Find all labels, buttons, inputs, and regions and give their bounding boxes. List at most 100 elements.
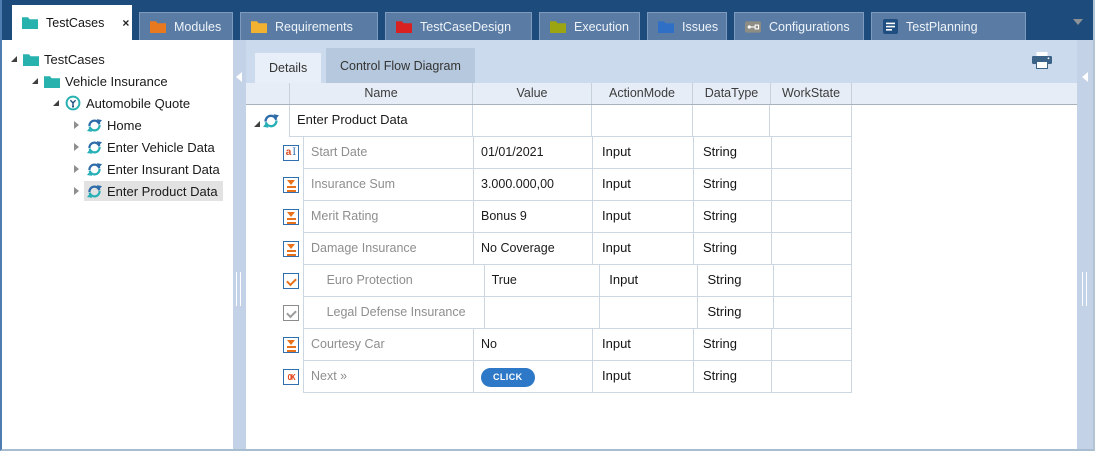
cell-actionmode: Input [593,361,694,392]
cell-actionmode [600,297,699,328]
tree-item-vehicle-insurance[interactable]: Vehicle Insurance [2,70,233,92]
cell-datatype: String [694,137,772,168]
table-row[interactable]: Insurance Sum 3.000.000,00 Input String [283,169,852,201]
column-header-actionmode[interactable]: ActionMode [592,83,693,104]
configurations-icon [745,19,761,35]
cell-workstate [774,297,851,328]
dropdown-icon [283,241,299,257]
cell-value: No [474,329,593,360]
tab-testplanning[interactable]: TestPlanning [871,12,1026,40]
table-row[interactable]: Next » CLICK Input String [283,361,852,393]
interaction-icon [65,95,81,111]
tree-item-testcases[interactable]: TestCases [2,48,233,70]
column-header-name[interactable]: Name [289,83,473,104]
tab-configurations[interactable]: Configurations [734,12,864,40]
cell-workstate [774,265,851,296]
collapse-icon[interactable] [71,186,82,197]
table-row[interactable]: Merit Rating Bonus 9 Input String [283,201,852,233]
tree-item-label: Enter Insurant Data [107,161,220,177]
tree-item-label: TestCases [44,51,105,67]
tree-item-label: Vehicle Insurance [65,73,168,89]
tab-testcasedesign[interactable]: TestCaseDesign [385,12,532,40]
tree-item-enter-product-data[interactable]: Enter Product Data [2,180,233,202]
ok-icon [283,369,299,385]
tab-label: TestCases [46,15,105,30]
printer-icon[interactable] [1031,51,1053,70]
tab-issues[interactable]: Issues [647,12,727,40]
tree-item-automobile-quote[interactable]: Automobile Quote [2,92,233,114]
column-header-value[interactable]: Value [473,83,592,104]
testplanning-icon [882,19,898,35]
table-row[interactable]: Start Date 01/01/2021 Input String [283,137,852,169]
testcase-refresh-icon [86,139,102,155]
table-row[interactable]: Legal Defense Insurance String [283,297,852,329]
cell-actionmode: Input [593,329,694,360]
cell-name: Start Date [304,137,474,168]
cell-value: Bonus 9 [474,201,593,232]
main-tabbar: TestCases × Modules Requirements TestCas… [2,0,1093,40]
tree-item-label: Automobile Quote [86,95,191,111]
cell-workstate [772,329,851,360]
table-group-row[interactable]: Enter Product Data [263,105,852,137]
collapse-arrow-icon[interactable] [1082,72,1088,82]
tab-overflow-icon[interactable] [1073,19,1083,25]
tab-execution[interactable]: Execution [539,12,640,40]
tree-item-enter-insurant-data[interactable]: Enter Insurant Data [2,158,233,180]
splitter-left[interactable] [233,40,246,449]
splitter-grip[interactable] [236,272,241,306]
tree-item-enter-vehicle-data[interactable]: Enter Vehicle Data [2,136,233,158]
expand-icon[interactable] [251,118,262,129]
tab-label: Requirements [275,19,353,34]
splitter-grip[interactable] [1082,272,1087,306]
cell-name: Merit Rating [304,201,474,232]
cell-workstate [770,105,851,136]
tab-details[interactable]: Details [255,53,322,83]
cell-workstate [772,233,851,264]
testcase-refresh-icon [263,113,279,129]
collapse-arrow-icon[interactable] [236,72,242,82]
tree-item-label: Enter Vehicle Data [107,139,215,155]
cell-value: 01/01/2021 [474,137,593,168]
tab-control-flow-diagram[interactable]: Control Flow Diagram [326,48,475,83]
tab-label: Execution [574,19,629,34]
folder-icon [550,19,566,35]
cell-datatype: String [698,265,775,296]
close-icon[interactable]: × [122,15,130,30]
cell-name: Next » [304,361,474,392]
cell-workstate [772,137,851,168]
column-header-datatype[interactable]: DataType [693,83,771,104]
collapse-icon[interactable] [71,142,82,153]
splitter-right[interactable] [1077,40,1093,449]
cell-datatype: String [694,233,772,264]
expand-icon[interactable] [50,98,61,109]
tree-item-home[interactable]: Home [2,114,233,136]
cell-value: CLICK [474,361,593,392]
cell-value [485,297,601,328]
column-header-workstate[interactable]: WorkState [771,83,852,104]
checkbox-checked-icon [283,273,299,289]
cell-value: True [485,265,601,296]
testcase-table: Enter Product Data Start Date 01/01/2021… [263,105,852,393]
cell-actionmode [592,105,693,136]
table-row[interactable]: Courtesy Car No Input String [283,329,852,361]
collapse-icon[interactable] [71,120,82,131]
textfield-icon [283,145,299,161]
table-row[interactable]: Damage Insurance No Coverage Input Strin… [283,233,852,265]
expand-icon[interactable] [29,76,40,87]
cell-name: Enter Product Data [290,105,474,136]
click-button[interactable]: CLICK [481,368,535,387]
tab-requirements[interactable]: Requirements [240,12,378,40]
cell-datatype: String [694,169,772,200]
cell-datatype [693,105,771,136]
expand-icon[interactable] [8,54,19,65]
cell-value: No Coverage [474,233,593,264]
testcases-tree: TestCases Vehicle Insurance Automobile Q… [2,40,233,449]
testcase-refresh-icon [86,117,102,133]
tab-modules[interactable]: Modules [139,12,233,40]
table-row[interactable]: Euro Protection True Input String [283,265,852,297]
tab-testcases[interactable]: TestCases × [12,5,132,40]
folder-icon [22,15,38,31]
cell-actionmode: Input [600,265,699,296]
collapse-icon[interactable] [71,164,82,175]
testcase-refresh-icon [86,161,102,177]
